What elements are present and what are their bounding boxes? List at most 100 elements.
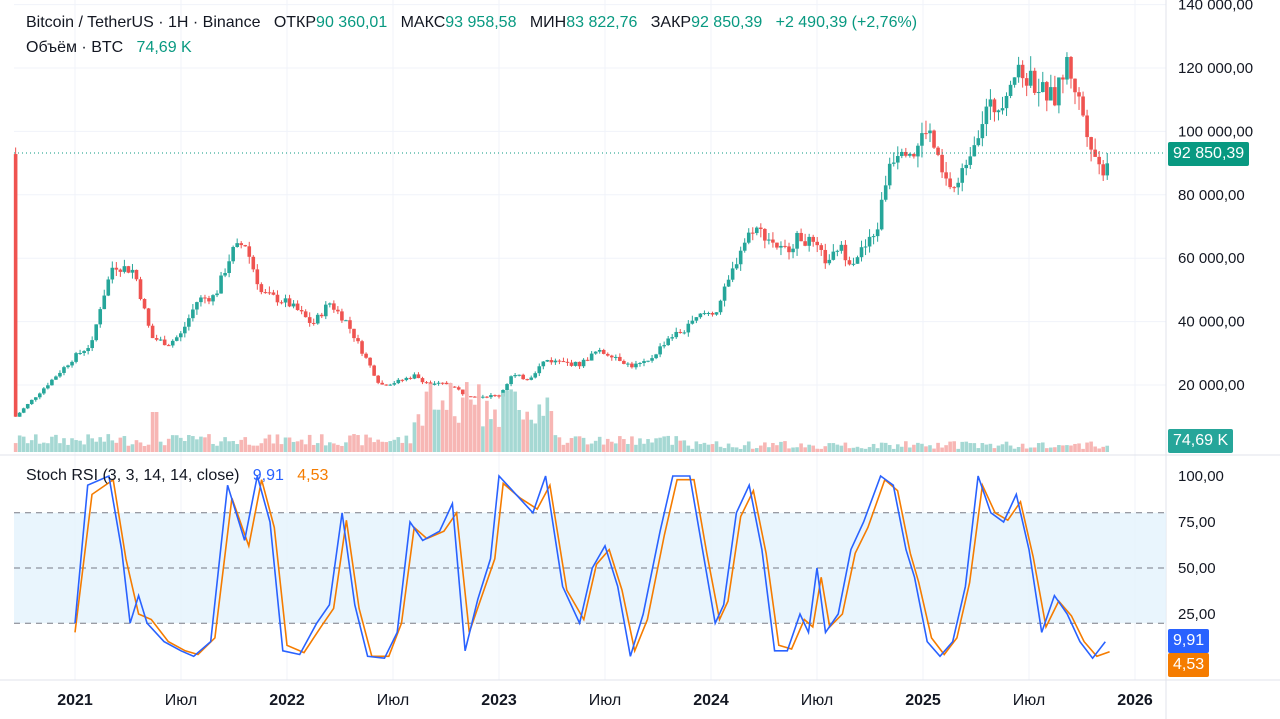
volume-bar (533, 423, 538, 452)
candle-body (815, 241, 820, 246)
candle-body (481, 396, 485, 398)
volume-bar (319, 434, 324, 452)
candle-body (485, 396, 489, 398)
volume-bar (779, 441, 783, 452)
candle-body (444, 382, 449, 385)
candle-body (521, 374, 525, 380)
volume-bar (432, 409, 437, 452)
candle-body (1032, 70, 1037, 93)
candle-body (863, 246, 868, 248)
volume-bar (360, 445, 364, 452)
candle-body (1089, 137, 1093, 150)
candle-body (456, 387, 461, 390)
candle-body (976, 138, 981, 146)
time-tick-label: 2023 (481, 692, 517, 709)
candle-body (388, 384, 393, 386)
volume-badge: 74,69 K (1168, 429, 1234, 453)
volume-bar (654, 438, 658, 452)
volume-bar (98, 437, 103, 452)
time-tick-label: 2021 (57, 692, 93, 709)
candle-body (1093, 149, 1097, 157)
candle-body (340, 311, 344, 321)
candle-body (795, 232, 799, 249)
volume-bar (412, 422, 417, 452)
volume-bar (622, 439, 626, 452)
candle-body (895, 156, 900, 163)
candle-body (630, 363, 634, 368)
candle-body (900, 151, 904, 157)
candle-body (384, 384, 389, 386)
candle-body (1073, 78, 1077, 93)
volume-bar (759, 445, 763, 452)
volume-bar (803, 447, 807, 452)
volume-bar (469, 399, 473, 452)
volume-bar (440, 400, 445, 452)
time-tick-label: Июл (1013, 692, 1045, 709)
volume-bar (714, 441, 719, 452)
volume-bar (13, 443, 18, 452)
volume-bar (952, 441, 956, 452)
volume-bar (122, 436, 127, 452)
volume-bar (960, 441, 965, 452)
volume-bar (984, 444, 989, 452)
candle-body (771, 239, 775, 243)
volume-legend: Объём · BTC 74,69 K (26, 39, 192, 57)
candle-body (650, 358, 654, 361)
volume-bar (328, 442, 332, 452)
volume-bar (948, 441, 952, 452)
candle-body (1101, 164, 1105, 176)
stoch-tick-label: 100,00 (1178, 468, 1224, 485)
volume-bar (1085, 442, 1089, 452)
volume-bar (924, 446, 928, 452)
candles-group (13, 52, 1110, 417)
candle-body (626, 363, 630, 365)
candle-body (509, 376, 513, 385)
volume-bar (227, 441, 231, 452)
candle-body (78, 353, 82, 355)
volume-bar (287, 437, 292, 452)
candle-body (883, 185, 888, 200)
close-value: 92 850,39 (691, 14, 763, 31)
volume-bar (452, 416, 457, 452)
volume-bar (158, 441, 163, 452)
volume-bar (368, 437, 372, 452)
volume-bar (134, 440, 139, 452)
volume-bar (126, 445, 131, 452)
volume-bar (74, 440, 78, 452)
candle-body (1069, 56, 1073, 79)
candle-body (867, 236, 872, 247)
volume-bar (283, 437, 288, 452)
volume-bar (722, 448, 727, 452)
candle-body (803, 241, 807, 246)
volume-bar (742, 445, 747, 452)
volume-bar (42, 442, 46, 452)
candle-body (944, 172, 948, 179)
volume-bar (263, 438, 268, 452)
candle-body (960, 168, 965, 183)
candle-body (489, 395, 493, 398)
volume-bar (912, 444, 916, 452)
volume-bar (299, 439, 304, 452)
volume-bar (614, 443, 618, 452)
low-label: МИН (529, 14, 567, 31)
volume-bar (771, 442, 775, 452)
candle-body (956, 182, 960, 188)
volume-bar (21, 436, 26, 452)
candle-body (150, 325, 155, 339)
volume-bar (569, 438, 574, 452)
candle-body (215, 293, 219, 296)
candle-body (364, 353, 368, 358)
time-tick-label: 2024 (693, 692, 729, 709)
candle-body (102, 295, 107, 310)
candle-body (348, 320, 352, 329)
volume-bar (593, 440, 598, 452)
candle-body (533, 373, 538, 378)
volume-bar (46, 443, 50, 452)
candle-body (690, 320, 695, 324)
candle-body (545, 360, 550, 362)
volume-bar (545, 397, 550, 452)
volume-bar (1053, 447, 1057, 452)
volume-bar (138, 442, 143, 452)
volume-bar (976, 448, 981, 452)
